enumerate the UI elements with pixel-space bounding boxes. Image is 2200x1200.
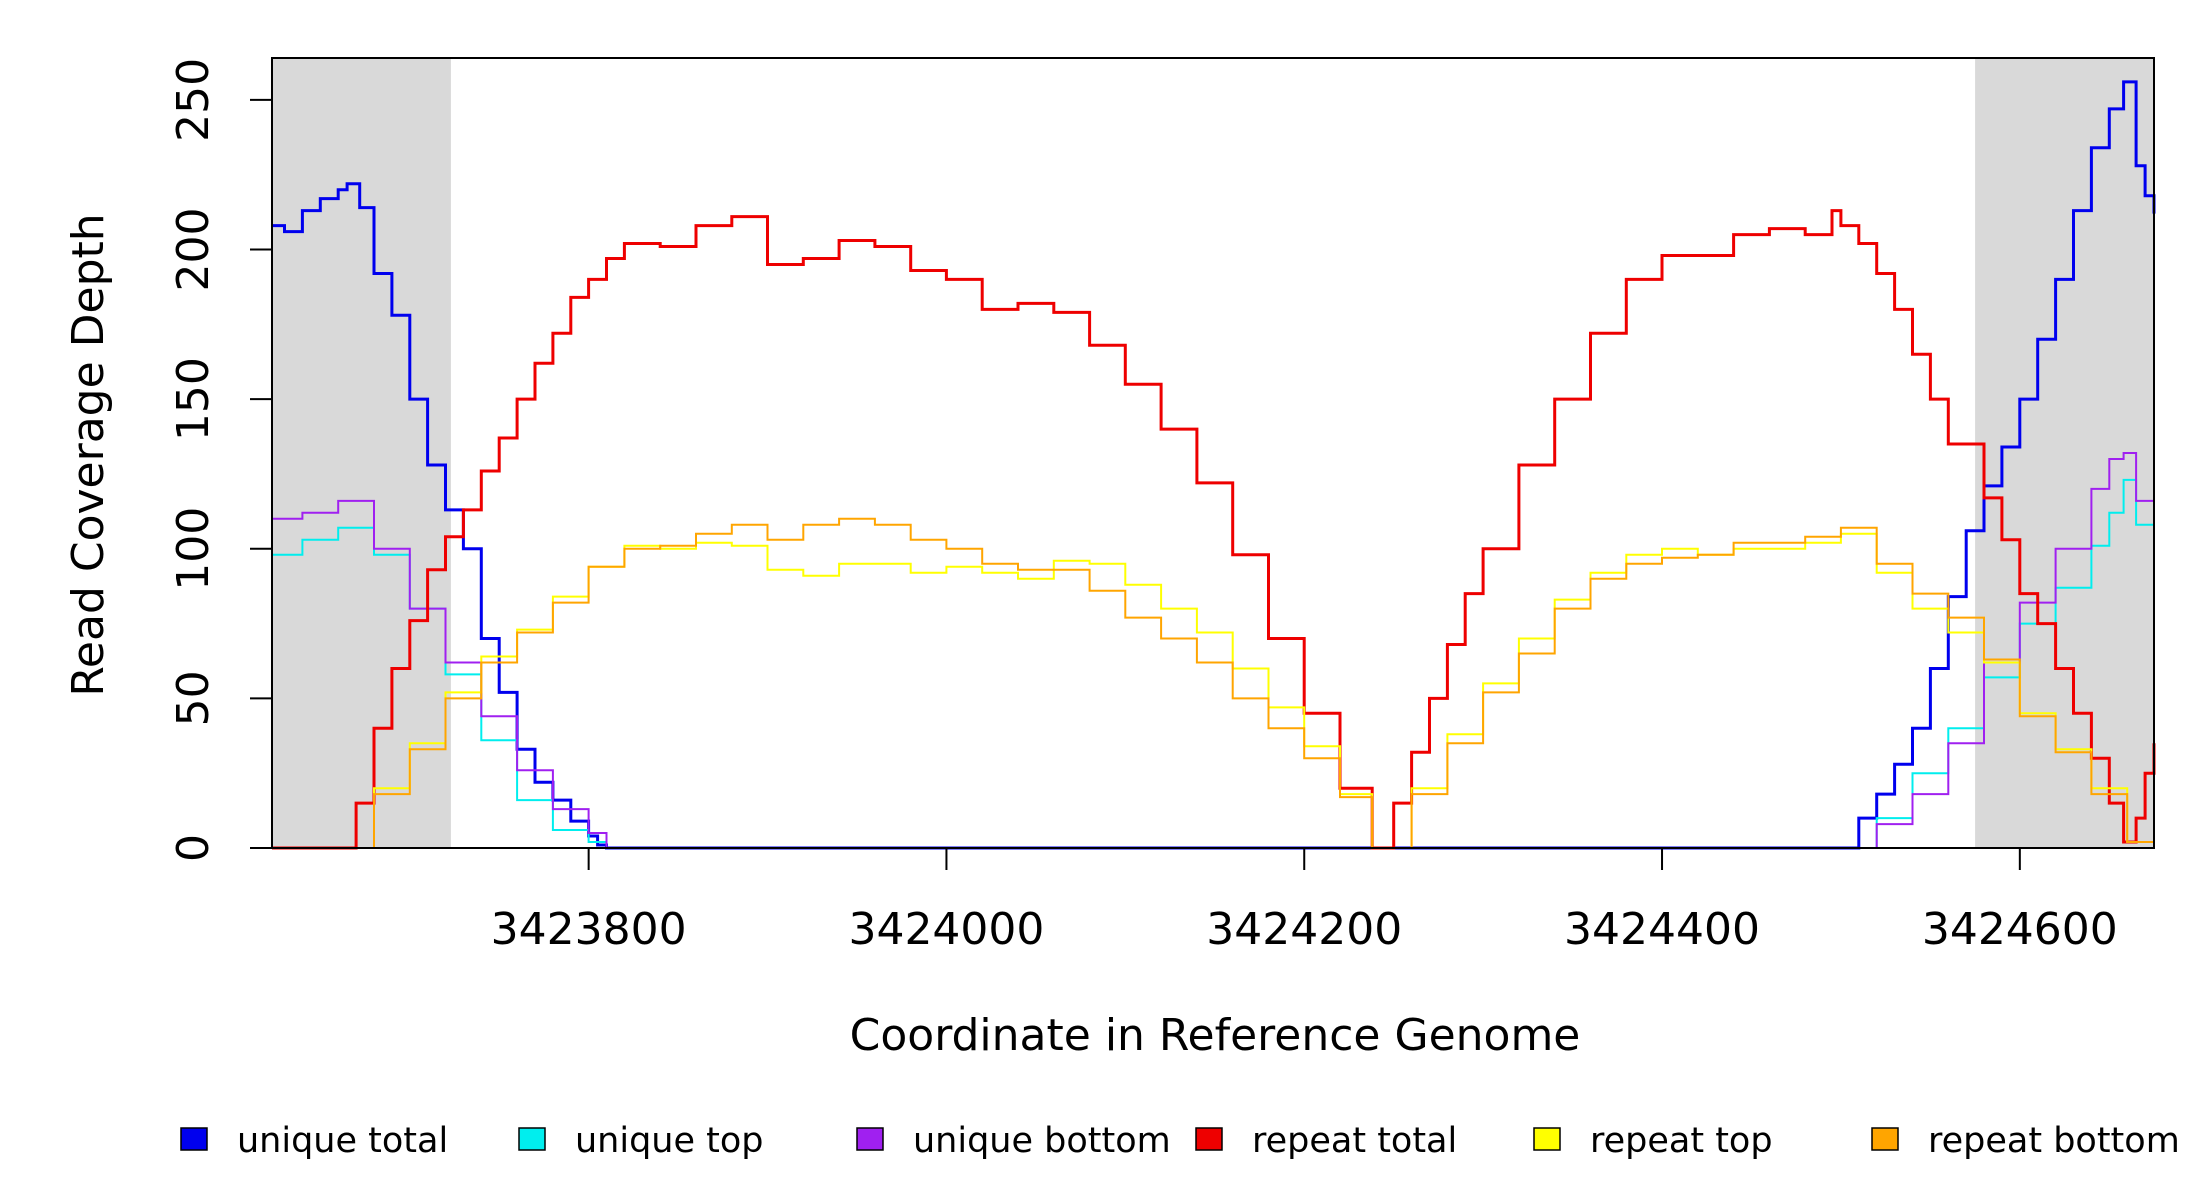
- y-tick-label: 100: [168, 507, 219, 591]
- y-axis: 0 50 100 150 200 250: [168, 58, 273, 862]
- y-tick-label: 200: [168, 208, 219, 292]
- legend: unique total unique top unique bottom repea…: [180, 1121, 2180, 1161]
- legend-swatch-repeat-bottom: [1871, 1127, 1899, 1151]
- legend-swatch-unique-total: [180, 1127, 208, 1151]
- x-axis: 3423800 3424000 3424200 3424400 3424600: [491, 847, 2118, 955]
- plot-frame: [271, 57, 2155, 849]
- legend-swatch-repeat-total: [1195, 1127, 1223, 1151]
- x-axis-title: Coordinate in Reference Genome: [850, 1010, 1581, 1061]
- series-lines: [272, 80, 2156, 850]
- legend-label-repeat-bottom: repeat bottom: [1928, 1121, 2180, 1161]
- legend-swatch-unique-top: [518, 1127, 546, 1151]
- y-tick-label: 50: [168, 670, 219, 726]
- legend-label-repeat-top: repeat top: [1590, 1121, 1773, 1161]
- x-tick-label: 3424400: [1564, 904, 1760, 955]
- y-axis-title: Read Coverage Depth: [63, 213, 114, 696]
- y-tick-label: 0: [168, 834, 219, 862]
- x-tick-label: 3424200: [1206, 904, 1402, 955]
- series-line-unique-total: [272, 80, 2156, 850]
- series-line-repeat-total: [272, 209, 2156, 850]
- y-tick-label: 150: [168, 357, 219, 441]
- shaded-regions: [272, 58, 2154, 848]
- x-tick-label: 3424000: [848, 904, 1044, 955]
- legend-swatch-unique-bottom: [856, 1127, 884, 1151]
- legend-label-unique-top: unique top: [575, 1121, 764, 1161]
- legend-label-unique-total: unique total: [237, 1121, 448, 1161]
- x-tick-label: 3424600: [1922, 904, 2118, 955]
- series-line-repeat-bottom: [272, 517, 2155, 849]
- legend-label-repeat-total: repeat total: [1252, 1121, 1457, 1161]
- legend-label-unique-bottom: unique bottom: [913, 1121, 1171, 1161]
- x-tick-label: 3423800: [491, 904, 687, 955]
- legend-swatch-repeat-top: [1533, 1127, 1561, 1151]
- shaded-region-0: [272, 58, 451, 848]
- y-tick-label: 250: [168, 58, 219, 142]
